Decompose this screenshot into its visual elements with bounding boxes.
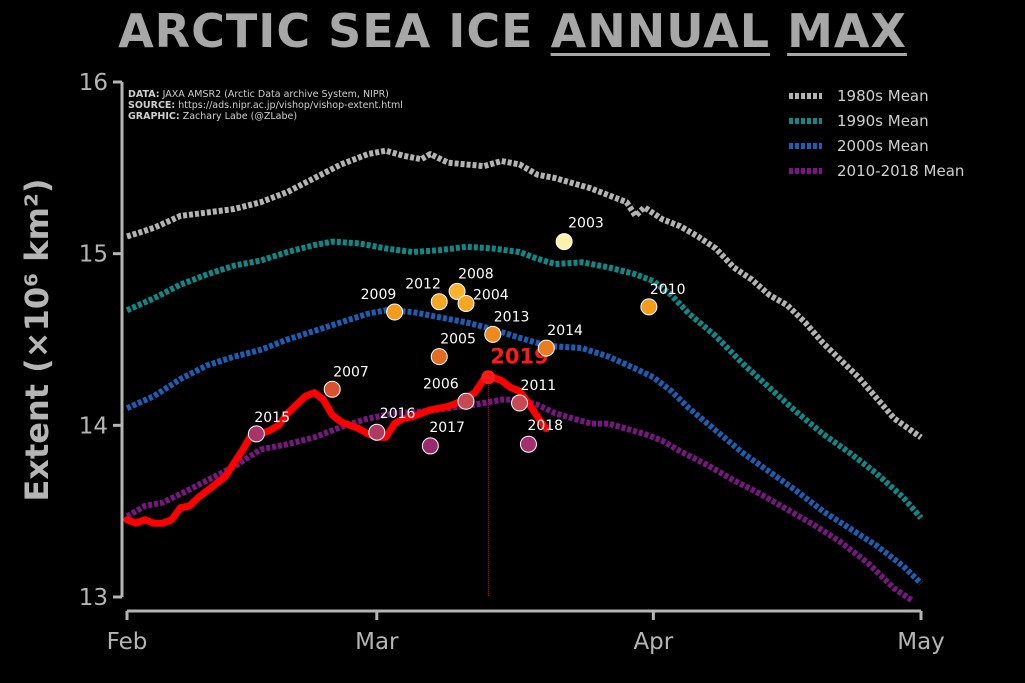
max-label-2008: 2008 [458,266,494,282]
max-point-2014 [537,339,555,357]
credit-text: https://ads.nipr.ac.jp/vishop/vishop-ext… [175,100,403,111]
axes-layer: 13 14 15 16 Feb Mar Apr May Extent (×10⁶ km²) [18,70,945,655]
max-point-2016 [368,423,386,441]
series-line-1990s-mean [125,238,924,520]
credit-line: SOURCE: https://ads.nipr.ac.jp/vishop/vi… [128,100,403,111]
credit-key: DATA: [128,89,160,100]
x-tick-label: Mar [355,629,399,655]
max-point-2018 [519,435,537,453]
series-line-2010-2018-mean [125,396,914,603]
legend: 1980s Mean 1990s Mean 2000s Mean 2010-2018 … [789,87,964,180]
credit-key: SOURCE: [128,100,175,111]
legend-label: 1990s Mean [837,112,929,130]
max-point-2005 [430,348,448,366]
highlight-max-point [481,370,496,385]
max-point-2010 [640,298,658,316]
title-part-2: ANNUAL [550,4,771,58]
max-label-2010: 2010 [650,282,686,298]
max-label-2004: 2004 [473,287,509,303]
max-label-2013: 2013 [494,309,530,325]
maxima-points-layer: 2003 2008 2012 2004 2010 2009 2013 2014 2005 2007… [247,216,686,455]
max-point-2007 [323,380,341,398]
max-label-2017: 2017 [429,420,465,436]
max-label-2003: 2003 [568,216,604,232]
max-point-2009 [386,303,404,321]
max-point-2017 [421,437,439,455]
legend-label: 2010-2018 Mean [837,162,964,180]
max-point-2004 [457,294,475,312]
max-label-2018: 2018 [527,418,563,434]
series-line-2019 [123,373,550,527]
max-label-2005: 2005 [440,332,476,348]
max-point-2008 [448,282,466,300]
credit-text: Zachary Labe (@ZLabe) [180,111,297,122]
y-tick-label: 14 [79,413,108,439]
max-point-2003 [555,233,573,251]
max-point-2006 [457,392,475,410]
title-part-1: ARCTIC SEA ICE [118,4,534,58]
max-label-2012: 2012 [405,277,441,293]
credit-line: DATA: JAXA AMSR2 (Arctic Data archive Sy… [128,89,389,100]
series-line-1980s-mean [126,147,923,440]
x-tick-label: May [897,629,945,655]
y-tick-label: 15 [79,242,108,268]
credit-key: GRAPHIC: [128,111,180,122]
x-tick-label: Apr [633,629,673,655]
series-line-2000s-mean [125,307,924,586]
credit-line: GRAPHIC: Zachary Labe (@ZLabe) [128,111,297,122]
credits-block: DATA: JAXA AMSR2 (Arctic Data archive Sy… [128,89,403,122]
max-label-2009: 2009 [361,287,397,303]
y-axis-label: Extent (×10⁶ km²) [18,178,56,501]
max-point-2015 [247,425,265,443]
series-layer [123,147,924,603]
legend-label: 2000s Mean [837,137,929,155]
credit-text: JAXA AMSR2 (Arctic Data archive System, … [160,89,389,100]
max-label-2016: 2016 [380,406,416,422]
max-point-2012 [430,293,448,311]
max-label-2006: 2006 [423,376,459,392]
max-label-2007: 2007 [333,364,369,380]
legend-label: 1980s Mean [837,87,929,105]
title-part-3: MAX [787,4,907,58]
max-label-2014: 2014 [547,323,583,339]
y-tick-label: 13 [79,585,108,611]
max-point-2011 [511,394,529,412]
max-point-2013 [484,325,502,343]
max-label-2011: 2011 [521,378,557,394]
y-tick-label: 16 [79,70,108,96]
chart-title: ARCTIC SEA ICE ANNUAL MAX [0,4,1025,58]
highlight-layer: 2019 [481,344,549,597]
x-tick-label: Feb [107,629,148,655]
max-label-2015: 2015 [254,410,290,426]
